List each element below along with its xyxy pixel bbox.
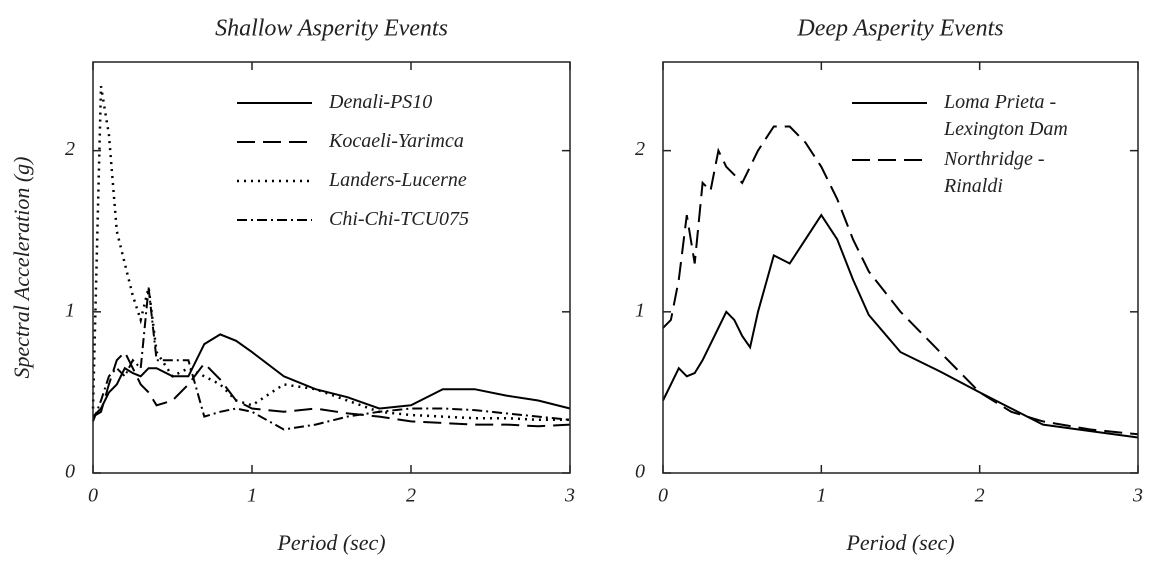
chart-title: Shallow Asperity Events bbox=[215, 16, 448, 42]
legend-entry: Chi-Chi-TCU075 bbox=[329, 208, 470, 230]
legend-label: Kocaeli-Yarimca bbox=[329, 130, 464, 152]
series-line bbox=[662, 213, 1139, 439]
legend-label: Landers-Lucerne bbox=[329, 169, 467, 191]
legend-entry: Landers-Lucerne bbox=[329, 169, 467, 191]
x-tick-label: 2 bbox=[406, 485, 416, 507]
x-axis-label: Period (sec) bbox=[845, 530, 954, 555]
legend-label: Denali-PS10 bbox=[329, 91, 433, 113]
x-tick-label: 0 bbox=[88, 485, 98, 507]
legend-label: Chi-Chi-TCU075 bbox=[329, 208, 470, 230]
y-tick-label: 1 bbox=[65, 299, 75, 321]
x-tick-label: 2 bbox=[975, 485, 985, 507]
series-line bbox=[91, 85, 570, 422]
x-tick-label: 1 bbox=[247, 485, 257, 507]
y-tick-label: 1 bbox=[635, 299, 645, 321]
series-line bbox=[92, 350, 571, 428]
x-tick-label: 1 bbox=[816, 485, 826, 507]
legend-label: Loma Prieta - Lexington Dam bbox=[944, 91, 1068, 140]
legend-label: Northridge - Rinaldi bbox=[944, 148, 1045, 197]
chart-title: Deep Asperity Events bbox=[796, 16, 1003, 42]
y-tick-label: 2 bbox=[635, 138, 645, 160]
legend-entry: Loma Prieta - Lexington Dam bbox=[944, 91, 1068, 140]
series-line bbox=[662, 125, 1139, 436]
x-tick-label: 3 bbox=[1132, 485, 1143, 507]
legend-entry: Kocaeli-Yarimca bbox=[329, 130, 464, 152]
plot-frame bbox=[662, 61, 1139, 474]
legend-entry: Denali-PS10 bbox=[329, 91, 433, 113]
y-tick-label: 2 bbox=[65, 138, 75, 160]
y-tick-label: 0 bbox=[65, 461, 75, 483]
x-tick-label: 3 bbox=[564, 485, 575, 507]
y-axis-label: Spectral Acceleration (g) bbox=[9, 157, 34, 379]
y-tick-label: 0 bbox=[635, 461, 645, 483]
legend-entry: Northridge - Rinaldi bbox=[944, 148, 1045, 197]
x-tick-label: 0 bbox=[658, 485, 668, 507]
plot-frame bbox=[92, 61, 571, 474]
series-line bbox=[92, 333, 571, 418]
series-line bbox=[92, 287, 571, 431]
x-axis-label: Period (sec) bbox=[276, 530, 385, 555]
